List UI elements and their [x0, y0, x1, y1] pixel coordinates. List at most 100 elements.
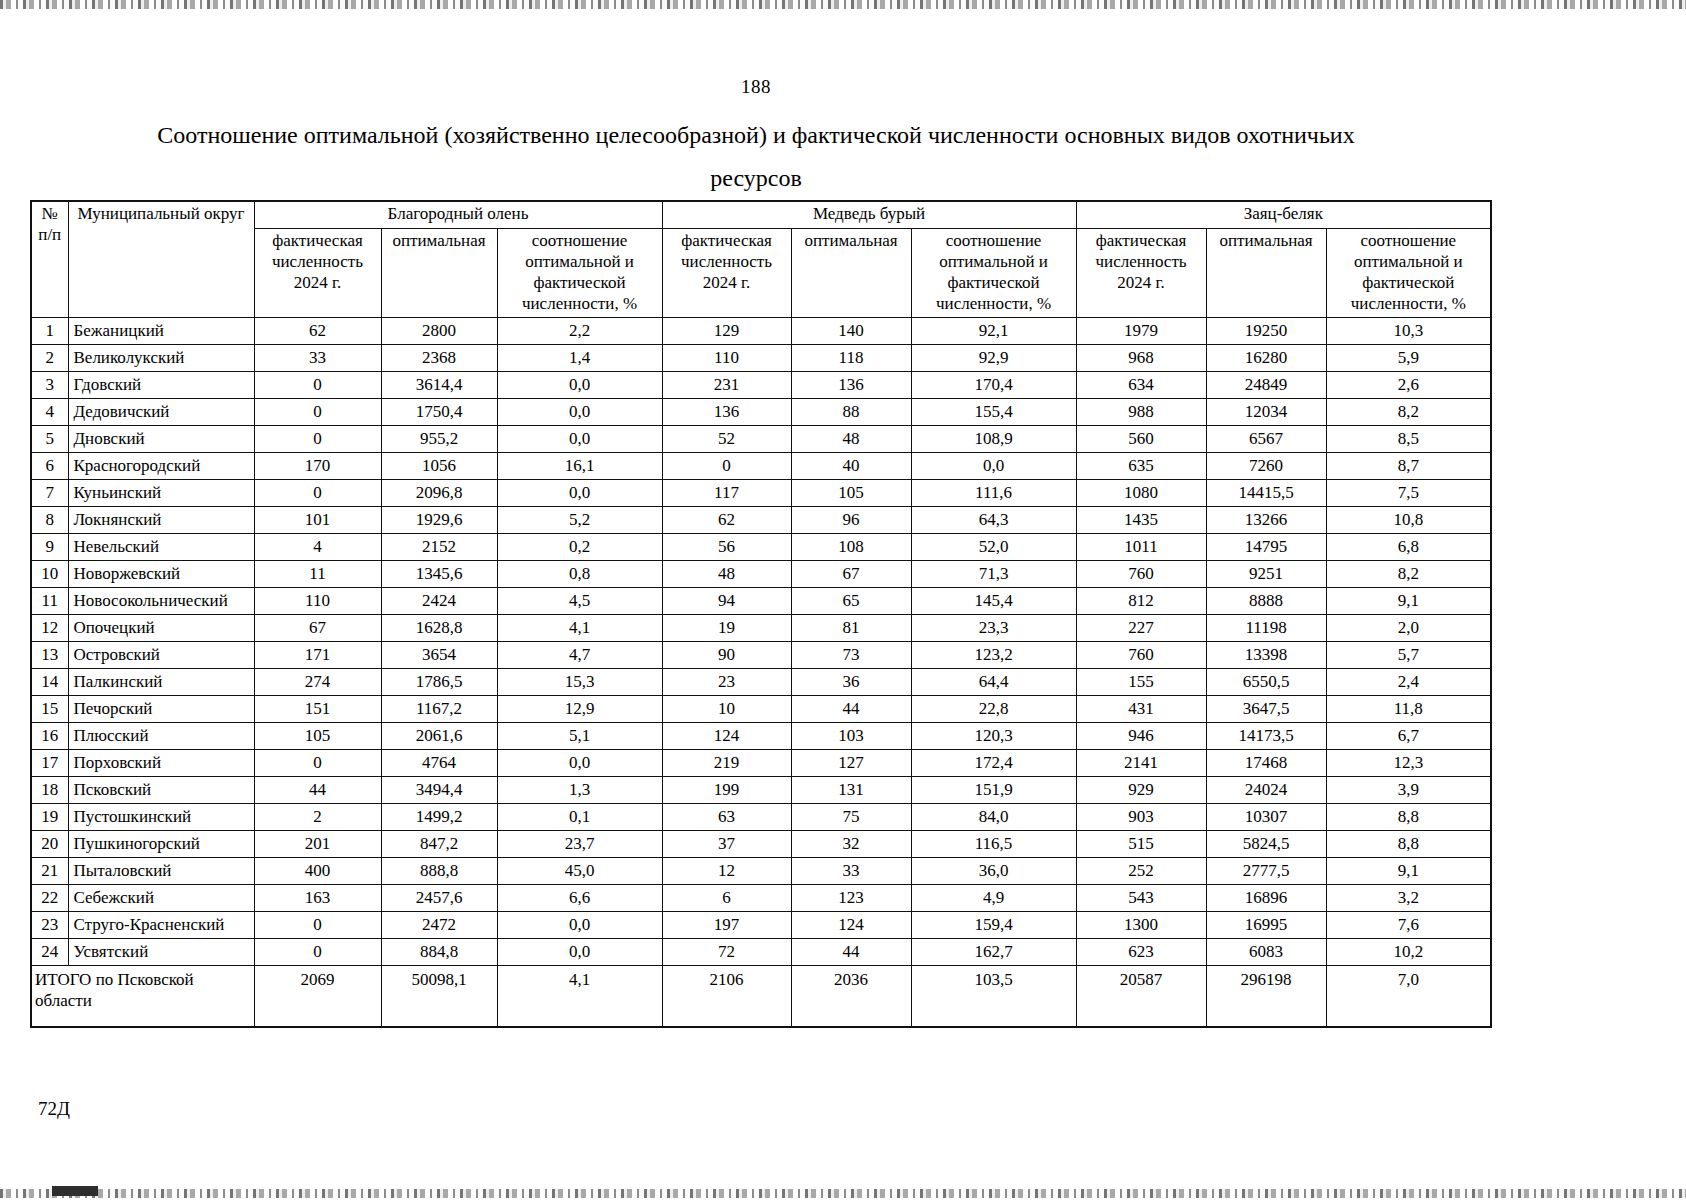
value-cell: 8,7 — [1326, 453, 1491, 480]
value-cell: 2800 — [381, 318, 497, 345]
value-cell: 64,4 — [911, 669, 1076, 696]
row-number-cell: 11 — [31, 588, 68, 615]
value-cell: 163 — [254, 885, 381, 912]
row-number-cell: 4 — [31, 399, 68, 426]
value-cell: 140 — [791, 318, 911, 345]
value-cell: 123 — [791, 885, 911, 912]
total-value-cell: 4,1 — [497, 966, 662, 1028]
col-header-num: № п/п — [31, 201, 68, 318]
value-cell: 988 — [1076, 399, 1206, 426]
value-cell: 4 — [254, 534, 381, 561]
page-title-line1: Соотношение оптимальной (хозяйственно це… — [0, 114, 1512, 157]
value-cell: 2152 — [381, 534, 497, 561]
sub-header-actual-deer: фактическая численность 2024 г. — [254, 229, 381, 318]
municipality-cell: Островский — [68, 642, 254, 669]
value-cell: 1,4 — [497, 345, 662, 372]
value-cell: 10,3 — [1326, 318, 1491, 345]
value-cell: 6083 — [1206, 939, 1326, 966]
value-cell: 145,4 — [911, 588, 1076, 615]
value-cell: 159,4 — [911, 912, 1076, 939]
value-cell: 9251 — [1206, 561, 1326, 588]
total-label-cell: ИТОГО по Псковской области — [31, 966, 254, 1028]
value-cell: 431 — [1076, 696, 1206, 723]
value-cell: 0,2 — [497, 534, 662, 561]
value-cell: 888,8 — [381, 858, 497, 885]
total-value-cell: 103,5 — [911, 966, 1076, 1028]
municipality-cell: Локнянский — [68, 507, 254, 534]
value-cell: 170,4 — [911, 372, 1076, 399]
value-cell: 64,3 — [911, 507, 1076, 534]
value-cell: 0 — [254, 750, 381, 777]
table-row: 20Пушкиногорский201847,223,73732116,5515… — [31, 831, 1491, 858]
value-cell: 2368 — [381, 345, 497, 372]
value-cell: 0,0 — [497, 426, 662, 453]
value-cell: 2,6 — [1326, 372, 1491, 399]
value-cell: 623 — [1076, 939, 1206, 966]
total-value-cell: 7,0 — [1326, 966, 1491, 1028]
value-cell: 2,2 — [497, 318, 662, 345]
row-number-cell: 17 — [31, 750, 68, 777]
value-cell: 6567 — [1206, 426, 1326, 453]
value-cell: 8,2 — [1326, 561, 1491, 588]
value-cell: 123,2 — [911, 642, 1076, 669]
value-cell: 10 — [662, 696, 791, 723]
value-cell: 67 — [791, 561, 911, 588]
table-row: 23Струго-Красненский024720,0197124159,41… — [31, 912, 1491, 939]
value-cell: 9,1 — [1326, 858, 1491, 885]
value-cell: 108 — [791, 534, 911, 561]
row-number-cell: 16 — [31, 723, 68, 750]
row-number-cell: 23 — [31, 912, 68, 939]
value-cell: 13266 — [1206, 507, 1326, 534]
value-cell: 5,9 — [1326, 345, 1491, 372]
municipality-cell: Усвятский — [68, 939, 254, 966]
value-cell: 3494,4 — [381, 777, 497, 804]
value-cell: 10,2 — [1326, 939, 1491, 966]
table-row: 24Усвятский0884,80,07244162,7623608310,2 — [31, 939, 1491, 966]
sub-header-ratio-hare: соотношение оптимальной и фактической чи… — [1326, 229, 1491, 318]
value-cell: 8,2 — [1326, 399, 1491, 426]
total-value-cell: 50098,1 — [381, 966, 497, 1028]
value-cell: 23,7 — [497, 831, 662, 858]
row-number-cell: 20 — [31, 831, 68, 858]
value-cell: 0 — [662, 453, 791, 480]
municipality-cell: Невельский — [68, 534, 254, 561]
value-cell: 129 — [662, 318, 791, 345]
value-cell: 14415,5 — [1206, 480, 1326, 507]
value-cell: 4,7 — [497, 642, 662, 669]
value-cell: 52 — [662, 426, 791, 453]
value-cell: 36,0 — [911, 858, 1076, 885]
value-cell: 1345,6 — [381, 561, 497, 588]
value-cell: 955,2 — [381, 426, 497, 453]
value-cell: 0,8 — [497, 561, 662, 588]
table-row: 16Плюсский1052061,65,1124103120,39461417… — [31, 723, 1491, 750]
value-cell: 0,0 — [497, 939, 662, 966]
value-cell: 94 — [662, 588, 791, 615]
row-number-cell: 12 — [31, 615, 68, 642]
table-row: 15Печорский1511167,212,9104422,84313647,… — [31, 696, 1491, 723]
total-value-cell: 2106 — [662, 966, 791, 1028]
value-cell: 1080 — [1076, 480, 1206, 507]
table-row: 18Псковский443494,41,3199131151,99292402… — [31, 777, 1491, 804]
value-cell: 19 — [662, 615, 791, 642]
value-cell: 1011 — [1076, 534, 1206, 561]
value-cell: 15,3 — [497, 669, 662, 696]
value-cell: 71,3 — [911, 561, 1076, 588]
sub-header-optimal-bear: оптимальная — [791, 229, 911, 318]
table-row: 6Красногородский170105616,10400,06357260… — [31, 453, 1491, 480]
value-cell: 5,7 — [1326, 642, 1491, 669]
value-cell: 8,8 — [1326, 831, 1491, 858]
value-cell: 56 — [662, 534, 791, 561]
value-cell: 1300 — [1076, 912, 1206, 939]
value-cell: 136 — [791, 372, 911, 399]
value-cell: 7,5 — [1326, 480, 1491, 507]
value-cell: 16,1 — [497, 453, 662, 480]
value-cell: 44 — [791, 696, 911, 723]
value-cell: 2141 — [1076, 750, 1206, 777]
col-header-num-line2: п/п — [34, 224, 66, 245]
value-cell: 11,8 — [1326, 696, 1491, 723]
value-cell: 4764 — [381, 750, 497, 777]
table-row: 22Себежский1632457,66,661234,9543168963,… — [31, 885, 1491, 912]
municipality-cell: Псковский — [68, 777, 254, 804]
total-row: ИТОГО по Псковской области206950098,14,1… — [31, 966, 1491, 1028]
group-header-brown-bear: Медведь бурый — [662, 201, 1076, 229]
